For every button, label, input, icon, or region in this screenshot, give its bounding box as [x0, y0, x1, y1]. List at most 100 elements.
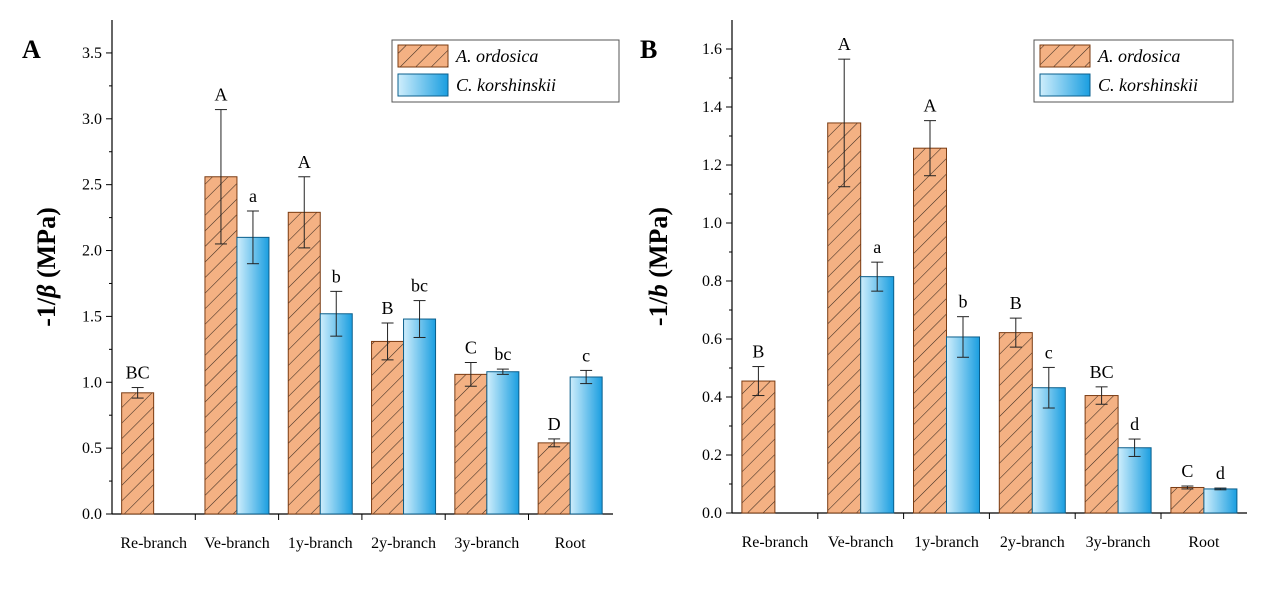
- legend: A. ordosica C. korshinskii: [391, 39, 620, 103]
- error-bar: [1042, 366, 1055, 409]
- bar-ordosica: [998, 332, 1033, 514]
- error-bar: [1214, 487, 1227, 491]
- bar-ordosica: [1084, 395, 1119, 514]
- error-bar: [246, 210, 259, 265]
- category-label: Root: [1188, 534, 1220, 551]
- error-bar: [871, 261, 884, 292]
- bar-korshinskii: [569, 376, 603, 515]
- category-label: 2y-branch: [371, 535, 436, 552]
- chart-panel-b: 0.0 0.2 0.4 0.6 0.8 1.0 1.2 1.4 1.6 B -1/b (MPa) Re…: [640, 20, 1247, 551]
- y-tick-label: 0.6: [702, 331, 722, 348]
- bar-ordosica: [454, 373, 488, 515]
- error-bar: [1095, 386, 1108, 405]
- error-bar: [1009, 317, 1022, 348]
- y-tick-label: 3.0: [82, 111, 102, 128]
- significance-label: c: [1045, 342, 1053, 362]
- y-axis-label: -1/b (MPa): [644, 207, 673, 326]
- significance-label: d: [1216, 463, 1225, 483]
- bar-ordosica: [537, 442, 571, 515]
- significance-label: A: [924, 96, 937, 116]
- y-tick-label: 1.0: [82, 374, 102, 391]
- error-bar: [1128, 438, 1141, 457]
- bar-korshinskii: [860, 276, 895, 514]
- legend-label: C. korshinskii: [456, 75, 556, 95]
- error-bar: [330, 290, 343, 337]
- significance-label: B: [1010, 293, 1022, 313]
- y-tick-label: 1.2: [702, 157, 722, 174]
- y-tick-label: 0.2: [702, 447, 722, 464]
- category-label: 1y-branch: [288, 535, 353, 552]
- y-tick-label: 1.0: [702, 215, 722, 232]
- error-bar: [464, 362, 477, 387]
- significance-label: B: [382, 298, 394, 318]
- error-bar: [957, 316, 969, 358]
- error-bar: [131, 387, 144, 399]
- error-bar: [838, 58, 851, 188]
- significance-label: a: [249, 186, 257, 206]
- y-tick-label: 3.5: [82, 45, 102, 62]
- category-label: Root: [555, 535, 587, 552]
- y-tick-label: 1.6: [702, 41, 722, 58]
- bar-ordosica: [121, 392, 155, 515]
- bar-korshinskii: [319, 313, 353, 515]
- legend-swatch-ordosica: [397, 44, 449, 68]
- significance-label: D: [548, 414, 561, 434]
- significance-label: a: [873, 237, 881, 257]
- y-tick-label: 0.0: [702, 505, 722, 522]
- significance-label: bc: [411, 276, 428, 296]
- y-tick-label: 2.0: [82, 243, 102, 260]
- bar-ordosica: [287, 211, 321, 515]
- bar-korshinskii: [403, 318, 437, 515]
- category-label: Ve-branch: [828, 534, 894, 551]
- bar-korshinskii: [236, 236, 270, 515]
- category-label: 3y-branch: [454, 535, 519, 552]
- bar-korshinskii: [946, 336, 980, 514]
- legend-swatch-korshinskii: [1039, 73, 1091, 97]
- bar-korshinskii: [1117, 447, 1152, 514]
- significance-label: B: [752, 342, 764, 362]
- bar-korshinskii: [486, 371, 520, 515]
- y-tick-label: 1.5: [82, 308, 102, 325]
- category-label: 3y-branch: [1086, 534, 1151, 551]
- legend-label: C. korshinskii: [1098, 75, 1198, 95]
- bar-ordosica: [1170, 486, 1205, 514]
- bar-ordosica: [741, 380, 776, 514]
- y-tick-label: 0.5: [82, 440, 102, 457]
- significance-label: A: [298, 152, 311, 172]
- y-tick-label: 0.4: [702, 389, 722, 406]
- panel-label: B: [640, 35, 657, 64]
- y-tick-label: 1.4: [702, 99, 722, 116]
- category-label: Re-branch: [120, 535, 187, 552]
- bar-korshinskii: [1203, 488, 1238, 514]
- y-axis-label: -1/β (MPa): [32, 207, 61, 326]
- error-bar: [1181, 485, 1194, 490]
- bar-ordosica: [371, 340, 405, 515]
- error-bar: [381, 322, 394, 361]
- error-bar: [548, 438, 561, 448]
- chart-panel-a: 0.0 0.5 1.0 1.5 2.0 2.5 3.0 3.5 A -1/β (MPa) Re-br…: [22, 20, 620, 552]
- significance-label: d: [1130, 414, 1139, 434]
- y-tick-label: 0.0: [82, 506, 102, 523]
- category-label: 1y-branch: [914, 534, 979, 551]
- significance-label: A: [214, 85, 227, 105]
- legend-label: A. ordosica: [1097, 46, 1180, 66]
- significance-label: c: [582, 345, 590, 365]
- error-bar: [752, 366, 765, 397]
- error-bar: [214, 109, 227, 245]
- bar-ordosica: [913, 147, 947, 514]
- category-label: 2y-branch: [1000, 534, 1065, 551]
- significance-label: b: [959, 292, 968, 312]
- error-bar: [496, 368, 509, 375]
- significance-label: C: [1181, 461, 1193, 481]
- error-bar: [580, 369, 593, 385]
- significance-label: C: [465, 338, 477, 358]
- legend: A. ordosica C. korshinskii: [1033, 39, 1234, 103]
- category-label: Ve-branch: [204, 535, 270, 552]
- legend-swatch-ordosica: [1039, 44, 1091, 68]
- bar-ordosica: [827, 122, 862, 514]
- significance-label: BC: [126, 363, 150, 383]
- significance-label: BC: [1090, 362, 1114, 382]
- significance-label: b: [332, 266, 341, 286]
- category-label: Re-branch: [742, 534, 809, 551]
